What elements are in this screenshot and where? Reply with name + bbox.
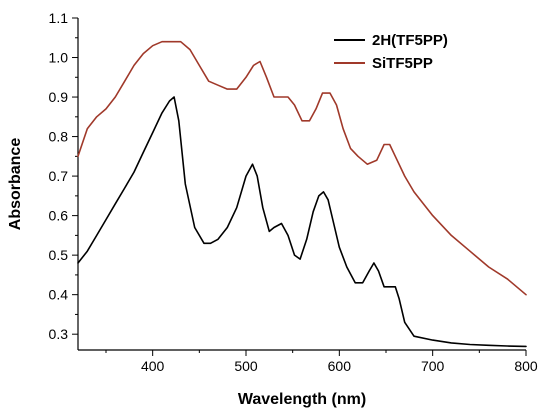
- y-tick-label: 0.5: [49, 247, 69, 263]
- legend-label-2H(TF5PP): 2H(TF5PP): [372, 32, 448, 49]
- y-tick-label: 0.8: [49, 129, 69, 145]
- x-tick-label: 600: [328, 358, 352, 374]
- y-tick-label: 1.1: [49, 10, 69, 26]
- legend: 2H(TF5PP) SiTF5PP: [334, 32, 448, 72]
- x-tick-label: 700: [421, 358, 445, 374]
- series-group: [77, 40, 527, 348]
- x-axis-title: Wavelength (nm): [238, 391, 366, 408]
- series-line-2H(TF5PP): [77, 96, 527, 348]
- x-axis-ticks: 400 500 600 700 800: [105, 350, 538, 374]
- series-line-SiTF5PP: [77, 40, 527, 296]
- legend-label-SiTF5PP: SiTF5PP: [372, 55, 433, 72]
- y-tick-label: 0.3: [49, 326, 69, 342]
- y-tick-label: 0.7: [49, 168, 69, 184]
- y-axis-ticks: 0.3 0.4 0.5 0.6 0.7 0.8 0.9 1.0 1.1: [49, 10, 78, 342]
- x-tick-label: 400: [141, 358, 165, 374]
- x-tick-label: 500: [234, 358, 258, 374]
- y-tick-label: 1.0: [49, 50, 69, 66]
- y-tick-label: 0.4: [49, 287, 69, 303]
- y-tick-label: 0.9: [49, 89, 69, 105]
- plot-area: [77, 18, 526, 351]
- y-axis-title: Absorbance: [7, 138, 24, 231]
- y-tick-label: 0.6: [49, 208, 69, 224]
- x-tick-label: 800: [514, 358, 538, 374]
